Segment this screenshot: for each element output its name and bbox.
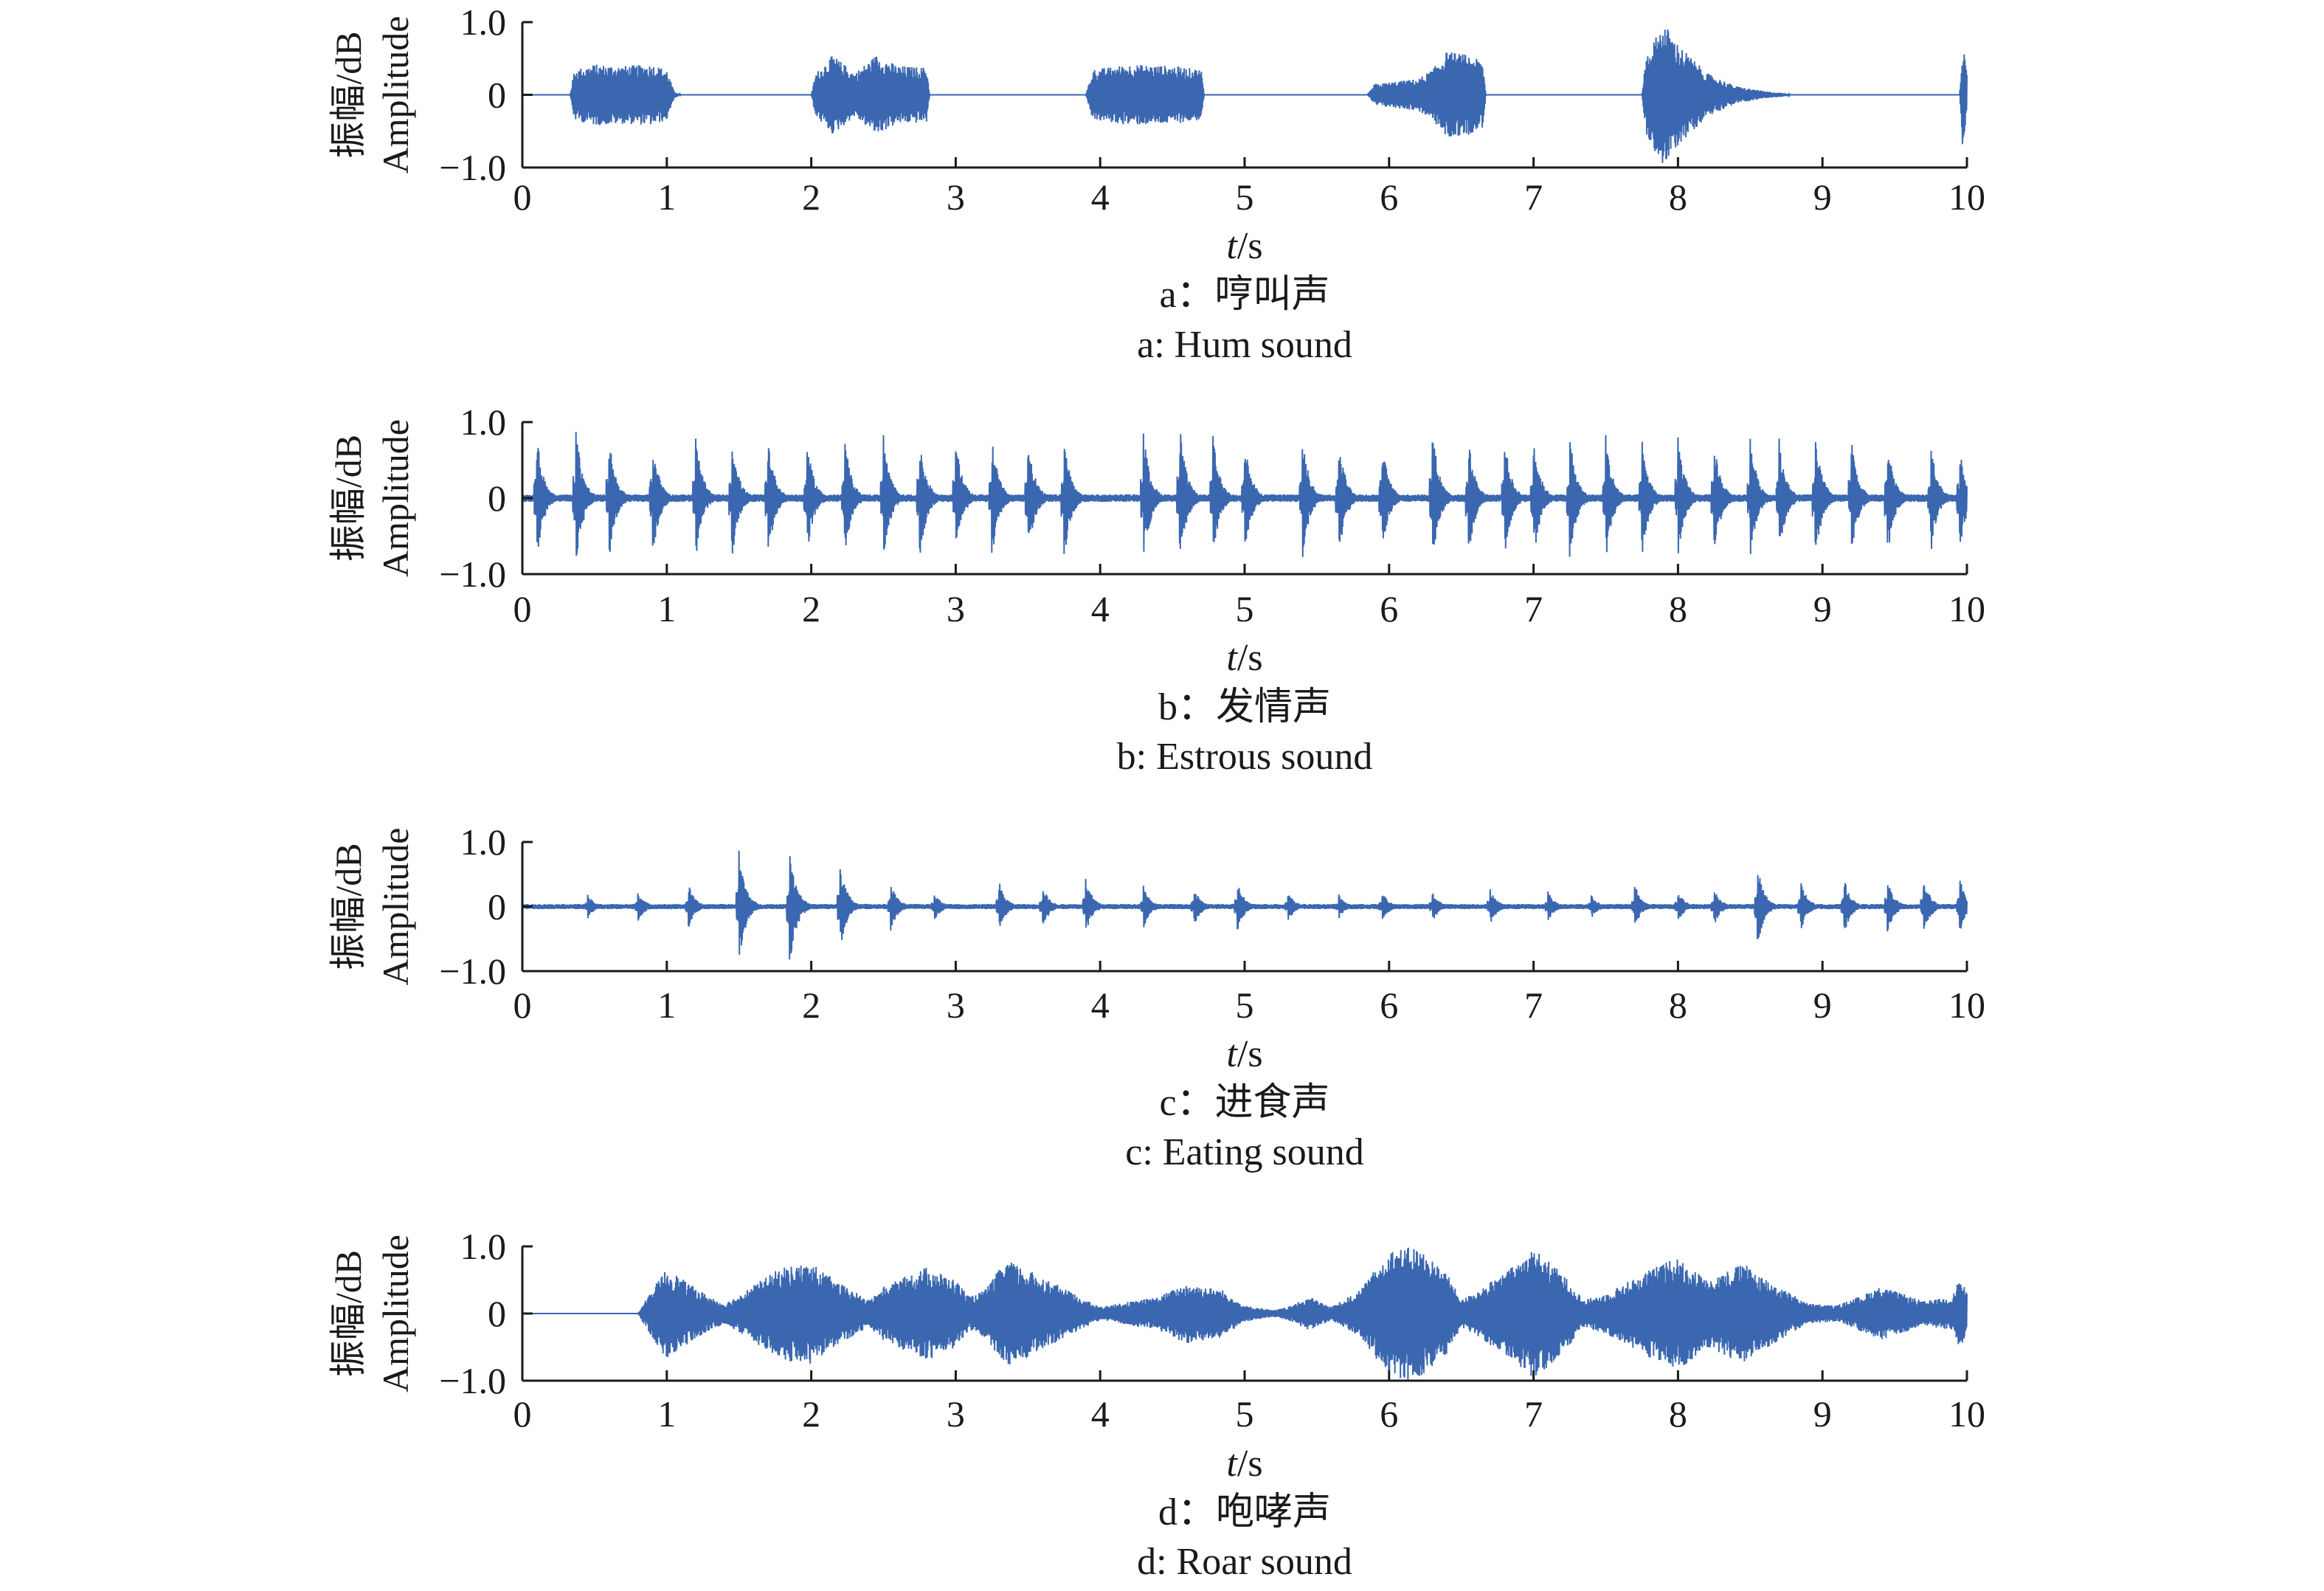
x-axis-label: t/s [1226, 1443, 1262, 1485]
x-tick-label: 9 [1813, 176, 1832, 218]
y-axis-label-en: Amplitude [375, 16, 416, 174]
x-tick-label: 10 [1948, 1393, 1985, 1435]
y-tick-label: 1.0 [460, 1, 507, 43]
x-tick-label: 7 [1524, 1393, 1543, 1435]
x-tick-label: 9 [1813, 1393, 1832, 1435]
y-tick-label: 1.0 [460, 1226, 507, 1267]
x-tick-label: 0 [513, 176, 532, 218]
x-tick-label: 1 [657, 984, 676, 1026]
chart-a: 0 1 2 3 4 5 6 7 8 9 101.00−1.0振幅/dB Amplitudet/sa：哼… [328, 1, 1985, 366]
y-tick-label: 0 [488, 477, 506, 519]
x-axis-label: t/s [1226, 637, 1262, 679]
caption-en: a: Hum sound [1137, 324, 1352, 366]
y-axis-label-cn: 振幅/dB [328, 435, 369, 562]
x-tick-label: 5 [1236, 984, 1254, 1026]
x-tick-label: 0 [513, 588, 532, 629]
caption-cn: a：哼叫声 [1159, 274, 1329, 316]
caption-cn: d：咆哮声 [1158, 1491, 1331, 1533]
x-tick-label: 2 [802, 1393, 820, 1435]
x-tick-label: 1 [657, 1393, 676, 1435]
x-tick-label: 2 [802, 984, 820, 1026]
waveform-a [522, 29, 1968, 163]
x-tick-label: 7 [1524, 984, 1543, 1026]
x-tick-label: 3 [947, 176, 965, 218]
x-tick-label: 6 [1380, 176, 1398, 218]
x-axis-label: t/s [1226, 1033, 1262, 1075]
caption-en: c: Eating sound [1125, 1131, 1364, 1173]
waveform-c [522, 850, 1968, 960]
x-tick-label: 3 [947, 1393, 965, 1435]
x-tick-label: 5 [1236, 1393, 1254, 1435]
chart-c: 0 1 2 3 4 5 6 7 8 9 101.00−1.0振幅/dB Amplitudet/sc：进… [328, 821, 1985, 1173]
y-tick-label: 0 [488, 75, 506, 116]
x-tick-label: 10 [1948, 176, 1985, 218]
x-tick-label: 8 [1669, 1393, 1687, 1435]
x-tick-label: 9 [1813, 588, 1832, 629]
x-tick-label: 6 [1380, 984, 1398, 1026]
y-tick-label: 1.0 [460, 401, 507, 443]
waveform-b [522, 432, 1968, 557]
x-tick-label: 4 [1091, 984, 1110, 1026]
y-axis-label-en: Amplitude [375, 419, 416, 577]
y-tick-label: 0 [488, 886, 506, 928]
x-tick-label: 7 [1524, 588, 1543, 629]
y-tick-label: 0 [488, 1293, 506, 1334]
x-tick-label: 8 [1669, 984, 1687, 1026]
caption-en: b: Estrous sound [1117, 736, 1373, 778]
x-tick-label: 8 [1669, 588, 1687, 629]
x-tick-label: 4 [1091, 1393, 1110, 1435]
y-tick-label: −1.0 [439, 950, 506, 992]
x-tick-label: 4 [1091, 176, 1110, 218]
x-tick-label: 6 [1380, 1393, 1398, 1435]
x-tick-label: 9 [1813, 984, 1832, 1026]
x-tick-label: 4 [1091, 588, 1110, 629]
caption-cn: c：进食声 [1159, 1082, 1329, 1124]
x-tick-label: 3 [947, 984, 965, 1026]
x-tick-label: 5 [1236, 176, 1254, 218]
chart-d: 0 1 2 3 4 5 6 7 8 9 101.00−1.0振幅/dB Amplitudet/sd：咆… [328, 1226, 1985, 1583]
y-axis-label-en: Amplitude [375, 828, 416, 986]
y-tick-label: −1.0 [439, 1360, 506, 1401]
y-axis-label-cn: 振幅/dB [328, 1250, 369, 1377]
waveform-d [522, 1247, 1968, 1380]
x-tick-label: 0 [513, 1393, 532, 1435]
x-tick-label: 10 [1948, 984, 1985, 1026]
y-tick-label: −1.0 [439, 553, 506, 595]
y-tick-label: 1.0 [460, 821, 507, 863]
y-axis-label-cn: 振幅/dB [328, 843, 369, 970]
x-tick-label: 6 [1380, 588, 1398, 629]
caption-en: d: Roar sound [1137, 1541, 1352, 1583]
y-axis-label-cn: 振幅/dB [328, 31, 369, 158]
x-tick-label: 5 [1236, 588, 1254, 629]
chart-b: 0 1 2 3 4 5 6 7 8 9 101.00−1.0振幅/dB Amplitudet/sb：发… [328, 401, 1985, 778]
x-tick-label: 3 [947, 588, 965, 629]
y-tick-label: −1.0 [439, 147, 506, 188]
x-tick-label: 2 [802, 588, 820, 629]
x-tick-label: 2 [802, 176, 820, 218]
x-tick-label: 7 [1524, 176, 1543, 218]
x-tick-label: 1 [657, 588, 676, 629]
x-axis-label: t/s [1226, 225, 1262, 267]
x-tick-label: 0 [513, 984, 532, 1026]
x-tick-label: 1 [657, 176, 676, 218]
caption-cn: b：发情声 [1158, 686, 1331, 728]
y-axis-label-en: Amplitude [375, 1235, 416, 1392]
x-tick-label: 10 [1948, 588, 1985, 629]
x-tick-label: 8 [1669, 176, 1687, 218]
